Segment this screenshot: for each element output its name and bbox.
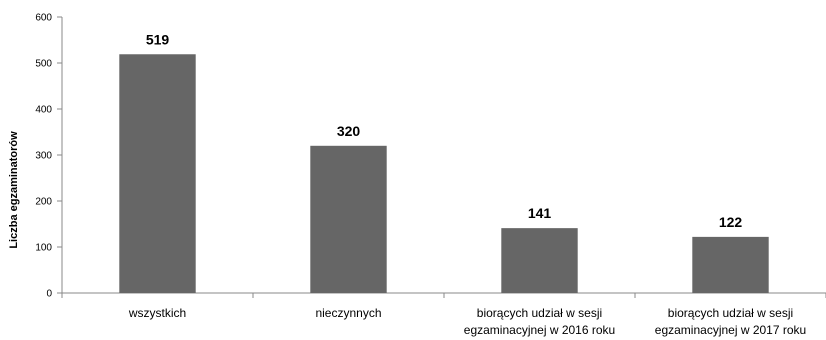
y-tick-label: 0 (46, 289, 52, 300)
data-labels: 519 320 141 122 (146, 31, 743, 230)
x-category-label: wszystkich (128, 306, 186, 320)
x-category-label: biorących udział w sesji (477, 306, 602, 320)
data-label: 320 (337, 123, 361, 139)
bar (119, 54, 196, 294)
y-tick-label: 400 (35, 105, 52, 116)
y-tick-label: 100 (35, 243, 52, 254)
bar (501, 228, 578, 293)
bar (310, 145, 387, 293)
data-label: 519 (146, 31, 170, 47)
x-category-label: nieczynnych (315, 306, 381, 320)
x-category-label: egzaminacyjnej w 2017 roku (655, 323, 806, 337)
data-label: 122 (719, 214, 743, 230)
y-tick-label: 600 (35, 13, 52, 24)
bars (119, 54, 769, 294)
x-category-label: biorących udział w sesji (668, 306, 793, 320)
y-tick-label: 500 (35, 59, 52, 70)
x-category-label: egzaminacyjnej w 2016 roku (464, 323, 615, 337)
y-axis-title: Liczba egzaminatorów (8, 131, 20, 249)
y-tick-label: 300 (35, 151, 52, 162)
x-axis: wszystkich nieczynnych biorących udział w … (61, 292, 826, 337)
y-tick-label: 200 (35, 197, 52, 208)
y-axis: 0 100 200 300 400 500 600 (35, 13, 63, 300)
data-label: 141 (528, 205, 552, 221)
bar (692, 236, 769, 293)
